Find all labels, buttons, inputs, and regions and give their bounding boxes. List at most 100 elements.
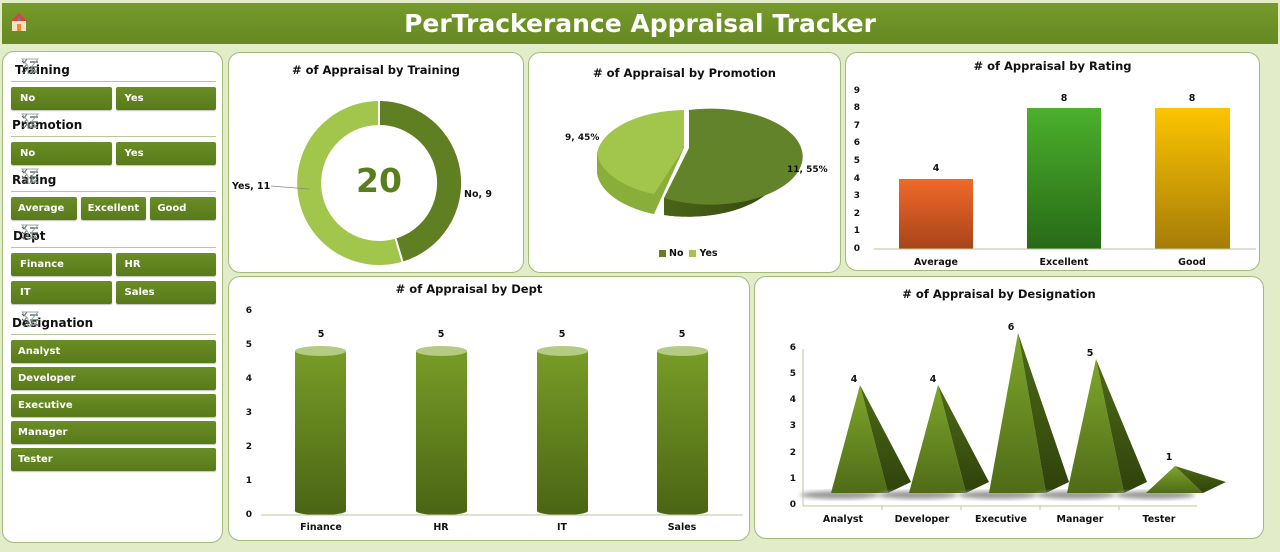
slicer-promotion: Promotion No Yes	[11, 113, 216, 165]
total-count: 20	[356, 161, 402, 200]
slicer-item-yes[interactable]: Yes	[115, 87, 216, 110]
chart-legend: No Yes	[659, 248, 718, 259]
x-axis-label: Average	[914, 257, 958, 268]
slicer-item-average[interactable]: Average	[11, 197, 77, 220]
bar-chart	[874, 108, 1256, 250]
chart-rating[interactable]: # of Appraisal by Rating 9 8 7 6 5 4 3 2…	[845, 52, 1260, 271]
slicer-designation: Designation Analyst Developer Executive …	[11, 311, 216, 471]
chart-title: # of Appraisal by Promotion	[593, 66, 776, 80]
slicer-title: Training	[15, 62, 70, 77]
pie-chart-3d	[597, 108, 803, 217]
x-axis-label: Excellent	[1039, 257, 1089, 268]
clear-filter-icon[interactable]	[21, 168, 39, 184]
x-axis-label: Good	[1178, 257, 1206, 268]
x-axis-label: Finance	[300, 522, 342, 533]
data-label-yes: 9, 45%	[565, 133, 600, 143]
y-tick: 1	[789, 474, 796, 484]
slicer-title: Designation	[12, 315, 94, 330]
data-label: 5	[558, 329, 566, 340]
x-axis-label: IT	[556, 522, 567, 533]
cylinder-finance	[295, 346, 346, 515]
slicer-item-no[interactable]: No	[11, 87, 112, 110]
cylinder-hr	[416, 346, 467, 515]
slicer-item-no[interactable]: No	[11, 142, 112, 165]
x-axis-label: Executive	[975, 514, 1027, 525]
legend-swatch-no	[659, 250, 666, 257]
slicer-item-sales[interactable]: Sales	[115, 281, 216, 304]
cylinder-bar-chart	[261, 346, 743, 516]
slicer-item-yes[interactable]: Yes	[115, 142, 216, 165]
chart-designation[interactable]: # of Appraisal by Designation	[754, 276, 1264, 539]
y-tick: 0	[245, 510, 252, 520]
cylinder-it	[537, 346, 588, 515]
y-tick: 5	[853, 156, 860, 166]
data-label: 5	[317, 329, 325, 340]
x-axis-label: Tester	[1142, 514, 1176, 525]
y-tick: 8	[853, 103, 860, 113]
data-label: 5	[437, 329, 445, 340]
data-label: 4	[850, 374, 858, 385]
slicer-item-it[interactable]: IT	[11, 281, 112, 304]
y-tick: 0	[789, 500, 796, 510]
y-tick: 6	[853, 138, 860, 148]
slicer-item-finance[interactable]: Finance	[11, 253, 112, 276]
slicer-title: Rating	[11, 173, 216, 187]
y-tick: 2	[853, 209, 860, 219]
y-tick: 7	[853, 121, 860, 131]
data-label-yes: Yes, 11	[232, 181, 271, 192]
data-label: 8	[1060, 93, 1068, 104]
chart-title: # of Appraisal by Rating	[973, 59, 1132, 73]
y-tick: 3	[789, 421, 796, 431]
slicer-item-hr[interactable]: HR	[115, 253, 216, 276]
slicer-item-executive[interactable]: Executive	[11, 394, 216, 417]
y-tick: 9	[853, 86, 860, 96]
y-tick: 6	[789, 343, 796, 353]
slicer-item-developer[interactable]: Developer	[11, 367, 216, 390]
slicer-item-excellent[interactable]: Excellent	[80, 197, 147, 220]
y-tick: 4	[789, 395, 796, 405]
filter-sidebar: Training No Yes Promotion No Yes Rating …	[2, 51, 223, 543]
pyramid-bar-chart	[800, 333, 1226, 510]
data-label: 4	[932, 163, 940, 174]
chart-title: # of Appraisal by Training	[291, 63, 461, 77]
data-label-no: No, 9	[464, 189, 493, 200]
chart-dept[interactable]: # of Appraisal by Dept 6 5 4 3 2 1	[228, 276, 750, 541]
y-tick: 3	[853, 191, 860, 201]
y-tick: 2	[789, 448, 796, 458]
x-axis-label: Developer	[894, 514, 950, 525]
cylinder-sales	[657, 346, 708, 515]
data-label-no: 11, 55%	[787, 165, 828, 175]
clear-filter-icon[interactable]	[21, 224, 39, 240]
chart-promotion[interactable]: # of Appraisal by Promotion 9, 45% 11, 5…	[528, 52, 841, 273]
data-label: 5	[678, 329, 686, 340]
y-tick: 4	[245, 374, 252, 384]
clear-filter-icon[interactable]	[21, 58, 39, 74]
dashboard-title: PerTrackerance Appraisal Tracker	[404, 9, 876, 38]
slicer-item-manager[interactable]: Manager	[11, 421, 216, 444]
slicer-title: Promotion	[12, 117, 83, 132]
pyramid-tester	[1115, 466, 1226, 499]
pyramid-manager	[1036, 359, 1147, 499]
y-tick: 1	[245, 476, 252, 486]
pyramid-developer	[878, 385, 989, 499]
data-label: 5	[1086, 348, 1094, 359]
data-label: 4	[929, 374, 937, 385]
x-axis-label: Sales	[667, 522, 697, 533]
y-tick: 4	[853, 174, 860, 184]
slicer-item-good[interactable]: Good	[150, 197, 217, 220]
chart-title: # of Appraisal by Dept	[395, 282, 543, 296]
clear-filter-icon[interactable]	[21, 113, 39, 129]
y-tick: 2	[245, 442, 252, 452]
slicer-item-analyst[interactable]: Analyst	[11, 340, 216, 363]
chart-training[interactable]: # of Appraisal by Training 20 Yes, 11 No…	[228, 52, 524, 273]
clear-filter-icon[interactable]	[21, 311, 39, 327]
house-icon[interactable]	[8, 11, 30, 33]
data-label: 8	[1188, 93, 1196, 104]
slicer-title: Dept	[13, 228, 46, 243]
y-tick: 5	[245, 340, 252, 350]
pyramid-analyst	[800, 385, 911, 499]
dashboard-header: PerTrackerance Appraisal Tracker	[2, 3, 1278, 44]
slicer-item-tester[interactable]: Tester	[11, 448, 216, 471]
slicer-dept: Dept Finance HR IT Sales	[11, 224, 216, 304]
y-tick: 6	[245, 306, 252, 316]
